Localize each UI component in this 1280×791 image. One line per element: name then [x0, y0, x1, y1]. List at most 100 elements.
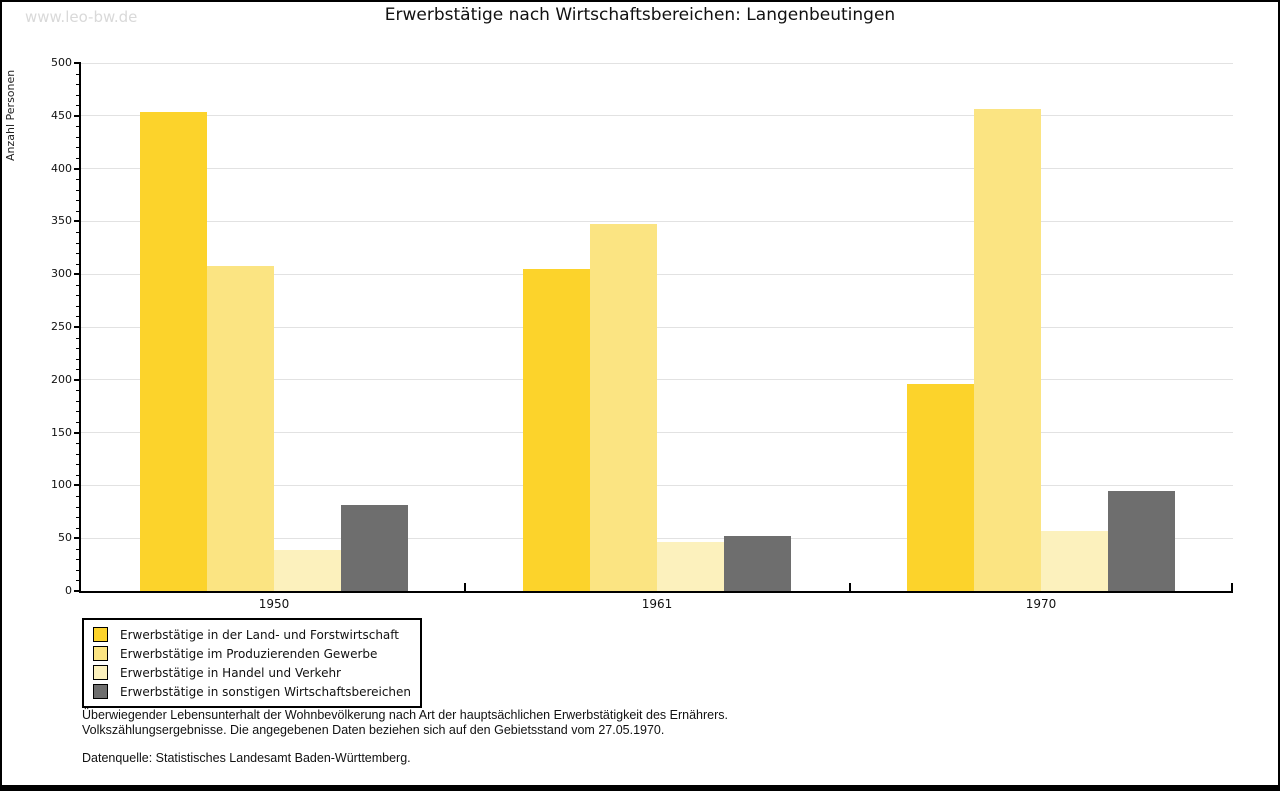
y-axis-tick-label: 450	[51, 108, 72, 122]
x-axis-boundary-tick	[849, 583, 851, 591]
y-axis-tick-minor	[76, 548, 81, 550]
legend-item: Erwerbstätige in sonstigen Wirtschaftsbe…	[93, 682, 411, 701]
y-axis-tick-minor	[76, 295, 81, 297]
y-axis-tick-major	[74, 62, 81, 64]
y-axis-tick-label: 0	[65, 584, 72, 597]
y-axis-tick-minor	[76, 390, 81, 392]
y-axis-tick-minor	[76, 348, 81, 350]
y-axis-tick-label: 500	[51, 56, 72, 69]
y-axis-tick-major	[74, 114, 81, 117]
y-axis-tick-minor	[76, 158, 81, 160]
gridline	[81, 379, 1233, 381]
y-axis-tick-label: 300	[51, 267, 72, 281]
x-axis-category-label: 1961	[641, 597, 673, 611]
gridline	[81, 62, 1233, 64]
y-axis-tick-minor	[76, 358, 81, 360]
y-axis-tick-minor	[76, 126, 81, 128]
y-axis-tick-minor	[76, 200, 81, 202]
footnote-line-2: Volkszählungsergebnisse. Die angegebenen…	[82, 723, 665, 737]
y-axis-tick-major	[74, 378, 81, 381]
x-axis-line	[79, 591, 1233, 593]
y-axis-tick-minor	[76, 305, 81, 307]
y-axis-tick-minor	[76, 179, 81, 181]
y-axis-tick-label: 250	[51, 320, 72, 333]
chart-legend: Erwerbstätige in der Land- und Forstwirt…	[82, 618, 423, 708]
bar-1970-series-3	[1041, 531, 1108, 591]
y-axis-title: Anzahl Personen	[4, 69, 17, 161]
bar-1961-series-3	[657, 542, 724, 591]
bar-1970-series-4	[1108, 491, 1175, 591]
x-axis-category-label: 1950	[258, 597, 290, 611]
y-axis-tick-minor	[76, 474, 81, 476]
y-axis-tick-major	[74, 431, 81, 434]
y-axis-tick-label: 350	[51, 214, 72, 228]
x-axis-category-label: 1970	[1025, 597, 1057, 611]
y-axis-tick-minor	[76, 73, 81, 75]
y-axis-tick-label: 400	[51, 161, 72, 175]
y-axis-tick-label: 100	[51, 478, 72, 492]
footnote-line-1: Überwiegender Lebensunterhalt der Wohnbe…	[82, 708, 728, 722]
legend-item: Erwerbstätige im Produzierenden Gewerbe	[93, 644, 411, 663]
y-axis-tick-label: 150	[51, 425, 72, 439]
y-axis-tick-major	[74, 484, 81, 487]
y-axis-tick-minor	[76, 580, 81, 582]
y-axis-tick-major	[74, 167, 81, 170]
y-axis-tick-major	[74, 326, 81, 328]
gridline	[81, 168, 1233, 170]
bar-1950-series-2	[207, 266, 274, 591]
gridline	[81, 326, 1233, 328]
legend-item: Erwerbstätige in der Land- und Forstwirt…	[93, 625, 411, 644]
footnote-text: Überwiegender Lebensunterhalt der Wohnbe…	[82, 708, 728, 738]
y-axis-tick-minor	[76, 506, 81, 508]
y-axis-tick-minor	[76, 316, 81, 318]
y-axis-tick-label: 50	[58, 531, 72, 545]
legend-label: Erwerbstätige im Produzierenden Gewerbe	[120, 646, 378, 661]
y-axis-tick-minor	[76, 453, 81, 455]
y-axis-tick-major	[74, 537, 81, 540]
y-axis-tick-minor	[76, 105, 81, 107]
gridline	[81, 115, 1233, 117]
y-axis-tick-minor	[76, 337, 81, 339]
bar-1950-series-4	[341, 505, 408, 591]
y-axis-tick-major	[74, 590, 81, 592]
gridline	[81, 432, 1233, 434]
y-axis-tick-minor	[76, 569, 81, 571]
y-axis-tick-minor	[76, 559, 81, 561]
legend-label: Erwerbstätige in Handel und Verkehr	[120, 665, 341, 680]
y-axis-tick-minor	[76, 284, 81, 286]
legend-swatch-icon	[93, 627, 108, 642]
y-axis-tick-minor	[76, 84, 81, 86]
bar-1950-series-1	[140, 112, 207, 591]
y-axis-tick-minor	[76, 263, 81, 265]
chart-title: Erwerbstätige nach Wirtschaftsbereichen:…	[384, 5, 896, 25]
bar-1961-series-2	[590, 224, 657, 591]
legend-swatch-icon	[93, 646, 108, 661]
gridline	[81, 220, 1233, 222]
y-axis-tick-minor	[76, 422, 81, 424]
legend-swatch-icon	[93, 684, 108, 699]
y-axis-tick-major	[74, 273, 81, 276]
site-watermark: www.leo-bw.de	[25, 8, 138, 26]
data-source-text: Datenquelle: Statistisches Landesamt Bad…	[82, 751, 411, 765]
y-axis-tick-minor	[76, 94, 81, 96]
y-axis-tick-minor	[76, 242, 81, 244]
y-axis-tick-minor	[76, 443, 81, 445]
legend-label: Erwerbstätige in der Land- und Forstwirt…	[120, 627, 399, 642]
bar-1961-series-1	[523, 269, 590, 591]
bar-1950-series-3	[274, 550, 341, 591]
y-axis-tick-minor	[76, 369, 81, 371]
y-axis-tick-minor	[76, 517, 81, 519]
bar-1970-series-2	[974, 109, 1041, 591]
y-axis-tick-minor	[76, 253, 81, 255]
y-axis-tick-minor	[76, 189, 81, 191]
y-axis-line	[79, 63, 81, 593]
x-axis-boundary-tick	[464, 583, 466, 591]
y-axis-tick-minor	[76, 411, 81, 413]
y-axis-tick-major	[74, 220, 81, 223]
y-axis-tick-minor	[76, 136, 81, 138]
y-axis-tick-minor	[76, 495, 81, 497]
y-axis-tick-minor	[76, 147, 81, 149]
gridline	[81, 484, 1233, 486]
y-axis-tick-minor	[76, 231, 81, 233]
